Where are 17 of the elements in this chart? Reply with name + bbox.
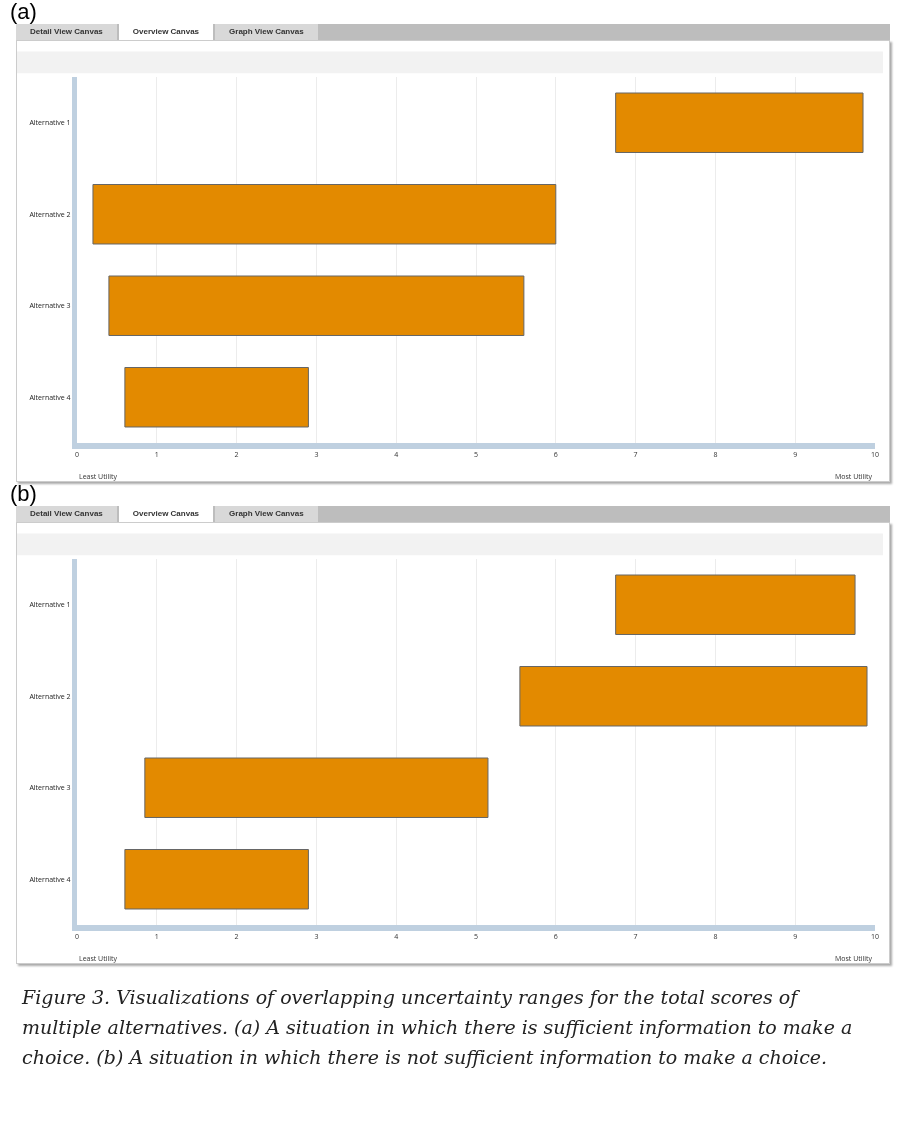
bar (144, 757, 489, 818)
text: Detail View Canvas (16, 24, 117, 40)
bar (124, 849, 309, 910)
text: Overview Canvas (118, 506, 214, 522)
bar (615, 92, 864, 153)
bar (124, 367, 309, 428)
bar (615, 574, 856, 635)
bar (92, 184, 557, 245)
text: Graph View Canvas (215, 506, 318, 522)
bar (519, 666, 868, 727)
text: Detail View Canvas (16, 506, 117, 522)
chart-title: (a) (10, 0, 38, 24)
text: Graph View Canvas (215, 24, 318, 40)
caption: Figure 3. Visualizations of overlapping uncertainty ranges for the total scores of multiple alternatives. (a) A situation in which there is sufficient information to make a choice. (b) A situation in which there is not sufficient information to make a choice. (22, 985, 854, 1070)
chart-title: (b) (10, 481, 38, 506)
bar (108, 275, 525, 336)
text: Overview Canvas (118, 24, 214, 40)
